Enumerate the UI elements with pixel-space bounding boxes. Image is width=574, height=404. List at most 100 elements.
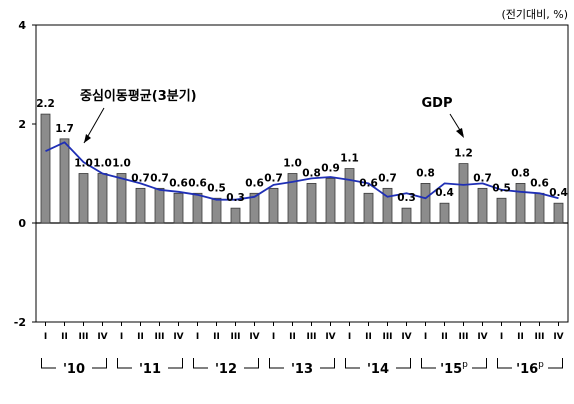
quarter-label: III bbox=[382, 332, 392, 342]
gdp-bar bbox=[496, 197, 507, 224]
gdp-bar bbox=[363, 192, 374, 224]
quarter-label: I bbox=[272, 332, 275, 342]
bar-value-label: 2.2 bbox=[36, 98, 55, 110]
bar-value-label: 0.7 bbox=[378, 172, 397, 184]
y-tick-label: -2 bbox=[14, 316, 26, 329]
year-bracket-left bbox=[193, 358, 208, 369]
bar-value-label: 0.7 bbox=[473, 172, 492, 184]
y-tick-label: 0 bbox=[18, 217, 26, 230]
bar-value-label: 1.7 bbox=[55, 123, 74, 135]
quarter-label: I bbox=[44, 332, 47, 342]
gdp-bar bbox=[287, 173, 298, 224]
gdp-bar bbox=[173, 192, 184, 224]
quarter-label: IV bbox=[173, 332, 183, 342]
gdp-bar bbox=[192, 192, 203, 224]
bar-value-label: 0.7 bbox=[264, 172, 283, 184]
year-bracket-right bbox=[92, 358, 107, 369]
quarter-label: I bbox=[424, 332, 427, 342]
gdp-bar bbox=[477, 187, 488, 224]
year-bracket-left bbox=[497, 358, 512, 369]
quarter-label: III bbox=[458, 332, 468, 342]
quarter-label: II bbox=[517, 332, 524, 342]
bar-value-label: 0.6 bbox=[169, 177, 188, 189]
quarter-label: III bbox=[78, 332, 88, 342]
bar-value-label: 0.5 bbox=[492, 182, 511, 194]
quarter-label: II bbox=[365, 332, 372, 342]
year-label: '16p bbox=[516, 360, 544, 377]
gdp-bar bbox=[344, 168, 355, 224]
year-label: '15p bbox=[440, 360, 468, 377]
unit-note: (전기대비, %) bbox=[501, 8, 568, 21]
year-bracket-right bbox=[320, 358, 335, 369]
quarter-label: I bbox=[196, 332, 199, 342]
quarter-label: I bbox=[120, 332, 123, 342]
bar-value-label: 0.5 bbox=[207, 182, 226, 194]
y-tick-label: 4 bbox=[18, 19, 26, 32]
gdp-bar bbox=[40, 113, 51, 224]
year-bracket-left bbox=[41, 358, 56, 369]
bar-value-label: 0.6 bbox=[359, 177, 378, 189]
year-bracket-left bbox=[421, 358, 436, 369]
bar-value-label: 1.0 bbox=[112, 158, 131, 170]
bar-value-label: 1.0 bbox=[283, 158, 302, 170]
year-label: '14 bbox=[367, 362, 389, 377]
quarter-label: IV bbox=[553, 332, 563, 342]
quarter-label: II bbox=[213, 332, 220, 342]
quarter-label: III bbox=[534, 332, 544, 342]
gdp-bar bbox=[230, 207, 241, 224]
gdp-annotation: GDP bbox=[422, 96, 453, 111]
bar-value-label: 0.6 bbox=[245, 177, 264, 189]
bar-value-label: 0.6 bbox=[530, 177, 549, 189]
year-bracket-right bbox=[548, 358, 563, 369]
gdp-bar bbox=[154, 187, 165, 224]
year-bracket-right bbox=[168, 358, 183, 369]
quarter-label: II bbox=[137, 332, 144, 342]
quarter-label: II bbox=[61, 332, 68, 342]
year-bracket-right bbox=[244, 358, 259, 369]
gdp-bar bbox=[401, 207, 412, 224]
bar-value-label: 0.9 bbox=[321, 162, 340, 174]
quarter-label: I bbox=[348, 332, 351, 342]
quarter-label: III bbox=[306, 332, 316, 342]
gdp-bar bbox=[59, 138, 70, 224]
year-bracket-left bbox=[345, 358, 360, 369]
gdp-bar bbox=[534, 192, 545, 224]
quarter-label: IV bbox=[97, 332, 107, 342]
quarter-label: IV bbox=[401, 332, 411, 342]
gdp-bar bbox=[211, 197, 222, 224]
year-label: '10 bbox=[63, 362, 85, 377]
quarter-label: II bbox=[441, 332, 448, 342]
year-superscript: p bbox=[538, 360, 544, 370]
bar-value-label: 0.7 bbox=[131, 172, 150, 184]
quarter-label: II bbox=[289, 332, 296, 342]
gdp-bar bbox=[515, 182, 526, 224]
gdp-bar bbox=[135, 187, 146, 224]
bar-value-label: 0.8 bbox=[416, 167, 435, 179]
bar-value-label: 0.4 bbox=[435, 187, 454, 199]
gdp-bar bbox=[553, 202, 564, 224]
quarter-label: IV bbox=[325, 332, 335, 342]
bar-value-label: 0.7 bbox=[150, 172, 169, 184]
quarter-label: I bbox=[500, 332, 503, 342]
year-label: '12 bbox=[215, 362, 237, 377]
quarter-label: III bbox=[230, 332, 240, 342]
bar-value-label: 1.2 bbox=[454, 148, 473, 160]
moving-average-callout-arrowhead bbox=[84, 134, 91, 143]
gdp-bar bbox=[325, 178, 336, 224]
y-tick-label: 2 bbox=[18, 118, 26, 131]
gdp-bar bbox=[249, 192, 260, 224]
gdp-bar bbox=[306, 182, 317, 224]
year-superscript: p bbox=[462, 360, 468, 370]
gdp-bar bbox=[268, 187, 279, 224]
gdp-bar bbox=[78, 173, 89, 224]
gdp-callout-arrowhead bbox=[456, 128, 464, 138]
quarter-label: III bbox=[154, 332, 164, 342]
bar-value-label: 0.4 bbox=[549, 187, 568, 199]
bar-value-label: 0.8 bbox=[302, 167, 321, 179]
gdp-bar bbox=[116, 173, 127, 224]
quarter-label: IV bbox=[477, 332, 487, 342]
year-bracket-left bbox=[269, 358, 284, 369]
plot-frame bbox=[35, 24, 569, 323]
